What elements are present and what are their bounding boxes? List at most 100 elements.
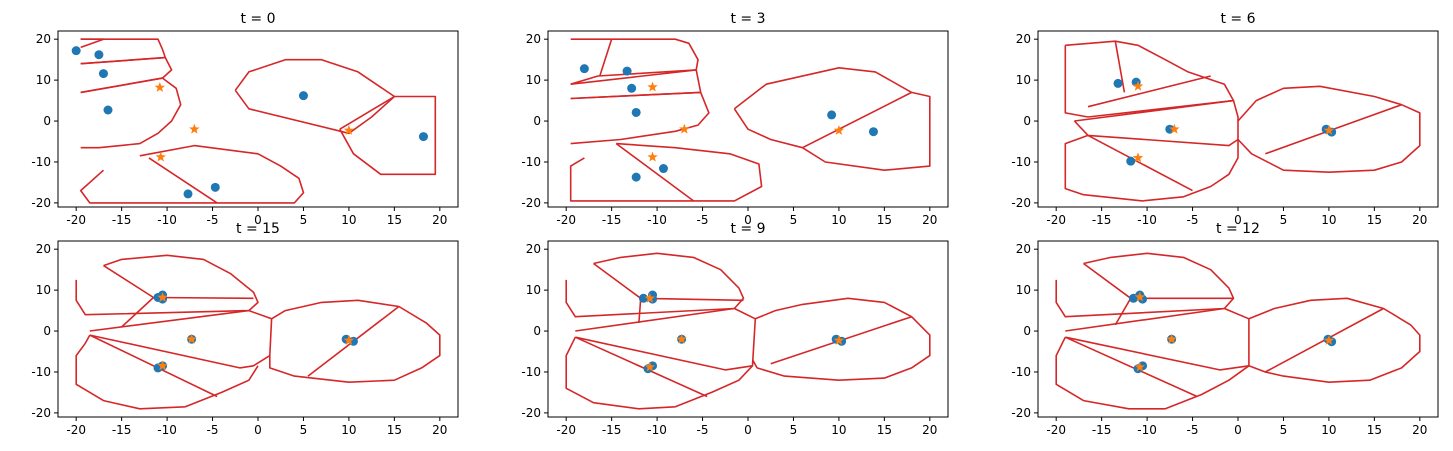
x-tick-label: 0 bbox=[254, 423, 262, 437]
x-tick-label: -10 bbox=[647, 213, 667, 227]
partition-boundary bbox=[1083, 262, 1234, 300]
x-tick-label: 0 bbox=[1234, 213, 1242, 227]
x-tick-label: -15 bbox=[112, 423, 132, 437]
partition-boundary bbox=[570, 69, 702, 100]
centroid-star bbox=[189, 123, 200, 134]
partition-boundary bbox=[1114, 41, 1126, 93]
x-tick-label: 15 bbox=[1367, 213, 1382, 227]
centroid-star bbox=[154, 81, 166, 92]
x-tick-label: 15 bbox=[877, 423, 892, 437]
axes-frame bbox=[547, 30, 949, 208]
data-point bbox=[579, 64, 589, 74]
y-tick-label: -20 bbox=[1011, 196, 1031, 210]
x-tick-label: -15 bbox=[602, 423, 622, 437]
data-point bbox=[418, 132, 428, 142]
data-point bbox=[94, 50, 104, 60]
subplot-title: t = 9 bbox=[730, 221, 765, 237]
axes-frame bbox=[57, 240, 459, 418]
centroid-star bbox=[157, 291, 168, 302]
data-point bbox=[183, 189, 193, 199]
centroid-star bbox=[833, 124, 845, 135]
partition-boundary bbox=[121, 296, 155, 328]
y-tick-label: 20 bbox=[36, 32, 51, 46]
axes-frame bbox=[57, 30, 459, 208]
subplot-title: t = 12 bbox=[1216, 221, 1260, 237]
data-point bbox=[631, 107, 641, 117]
centroid-star bbox=[1323, 334, 1335, 345]
partition-boundary bbox=[75, 254, 259, 316]
x-tick-label: 10 bbox=[831, 213, 846, 227]
centroid-star bbox=[343, 334, 355, 345]
centroid-star bbox=[157, 360, 168, 371]
partition-boundary bbox=[339, 95, 437, 176]
centroid-star bbox=[647, 81, 658, 92]
x-tick-label: 15 bbox=[877, 213, 892, 227]
x-tick-label: 20 bbox=[1412, 423, 1427, 437]
partition-boundary bbox=[575, 307, 757, 371]
partition-boundary bbox=[733, 67, 931, 171]
x-tick-label: 5 bbox=[790, 213, 798, 227]
x-tick-label: -20 bbox=[66, 423, 86, 437]
y-tick-label: -10 bbox=[1011, 365, 1031, 379]
partition-boundary bbox=[1114, 297, 1132, 326]
plot-area bbox=[1064, 40, 1421, 202]
partition-boundary bbox=[89, 334, 218, 398]
subplot-title: t = 0 bbox=[240, 11, 275, 27]
y-tick-label: 20 bbox=[526, 242, 541, 256]
subplot-4: -20 -15 -10 -5 0 5 10 15 20 -20 -10 0 10 20 t = 9 bbox=[521, 221, 949, 437]
x-tick-label: 5 bbox=[300, 213, 308, 227]
partition-boundary bbox=[339, 95, 395, 130]
y-tick-label: 20 bbox=[36, 242, 51, 256]
x-tick-label: 0 bbox=[744, 423, 752, 437]
partition-boundary bbox=[1055, 336, 1250, 410]
y-tick-label: -20 bbox=[31, 406, 51, 420]
partition-boundary bbox=[569, 142, 763, 202]
y-tick-label: -20 bbox=[1011, 406, 1031, 420]
x-tick-label: -20 bbox=[66, 213, 86, 227]
centroid-star bbox=[679, 123, 690, 134]
y-tick-label: -10 bbox=[1011, 155, 1031, 169]
subplot-5: -20 -15 -10 -5 0 5 10 15 20 -20 -10 0 10 20 t = 12 bbox=[1011, 221, 1439, 437]
partition-boundary bbox=[615, 142, 694, 202]
y-tick-label: 0 bbox=[1023, 114, 1031, 128]
partition-boundary bbox=[75, 334, 259, 410]
x-tick-label: 10 bbox=[1321, 213, 1336, 227]
subplot-2: -20 -15 -10 -5 0 5 10 15 20 -20 -10 0 10 20 t = 6 bbox=[1011, 11, 1439, 227]
y-tick-label: 20 bbox=[526, 32, 541, 46]
y-tick-label: -10 bbox=[31, 365, 51, 379]
centroid-star bbox=[1132, 80, 1144, 91]
x-tick-label: 10 bbox=[1321, 423, 1336, 437]
plot-area bbox=[1055, 252, 1421, 410]
subplot-1: -20 -15 -10 -5 0 5 10 15 20 -20 -10 0 10 20 t = 3 bbox=[521, 11, 949, 227]
x-tick-label: -5 bbox=[697, 213, 709, 227]
y-tick-label: 0 bbox=[43, 324, 51, 338]
partition-boundary bbox=[80, 77, 182, 149]
partition-boundary bbox=[1064, 336, 1198, 398]
subplot-title: t = 15 bbox=[236, 221, 280, 237]
data-point bbox=[631, 172, 641, 182]
centroid-star bbox=[1169, 123, 1180, 134]
x-tick-label: -5 bbox=[207, 423, 219, 437]
partition-boundary bbox=[570, 91, 710, 145]
y-tick-label: 10 bbox=[1016, 283, 1031, 297]
x-tick-label: -15 bbox=[112, 213, 132, 227]
data-point bbox=[638, 293, 648, 303]
partition-boundary bbox=[570, 38, 699, 85]
partition-boundary bbox=[1073, 99, 1239, 147]
partition-boundary bbox=[1087, 134, 1193, 192]
x-tick-label: -5 bbox=[207, 213, 219, 227]
centroid-star bbox=[1166, 333, 1177, 344]
partition-boundary bbox=[268, 299, 441, 384]
partition-boundary bbox=[638, 298, 642, 323]
partition-boundary bbox=[1055, 252, 1235, 318]
x-tick-label: 20 bbox=[922, 423, 937, 437]
plot-area bbox=[569, 38, 931, 202]
partition-boundary bbox=[1064, 134, 1239, 202]
partition-boundary bbox=[148, 157, 218, 204]
x-tick-label: -20 bbox=[556, 423, 576, 437]
x-tick-label: -10 bbox=[1137, 423, 1157, 437]
x-tick-label: 10 bbox=[341, 213, 356, 227]
centroid-star bbox=[155, 151, 166, 162]
x-tick-label: 5 bbox=[1280, 213, 1288, 227]
